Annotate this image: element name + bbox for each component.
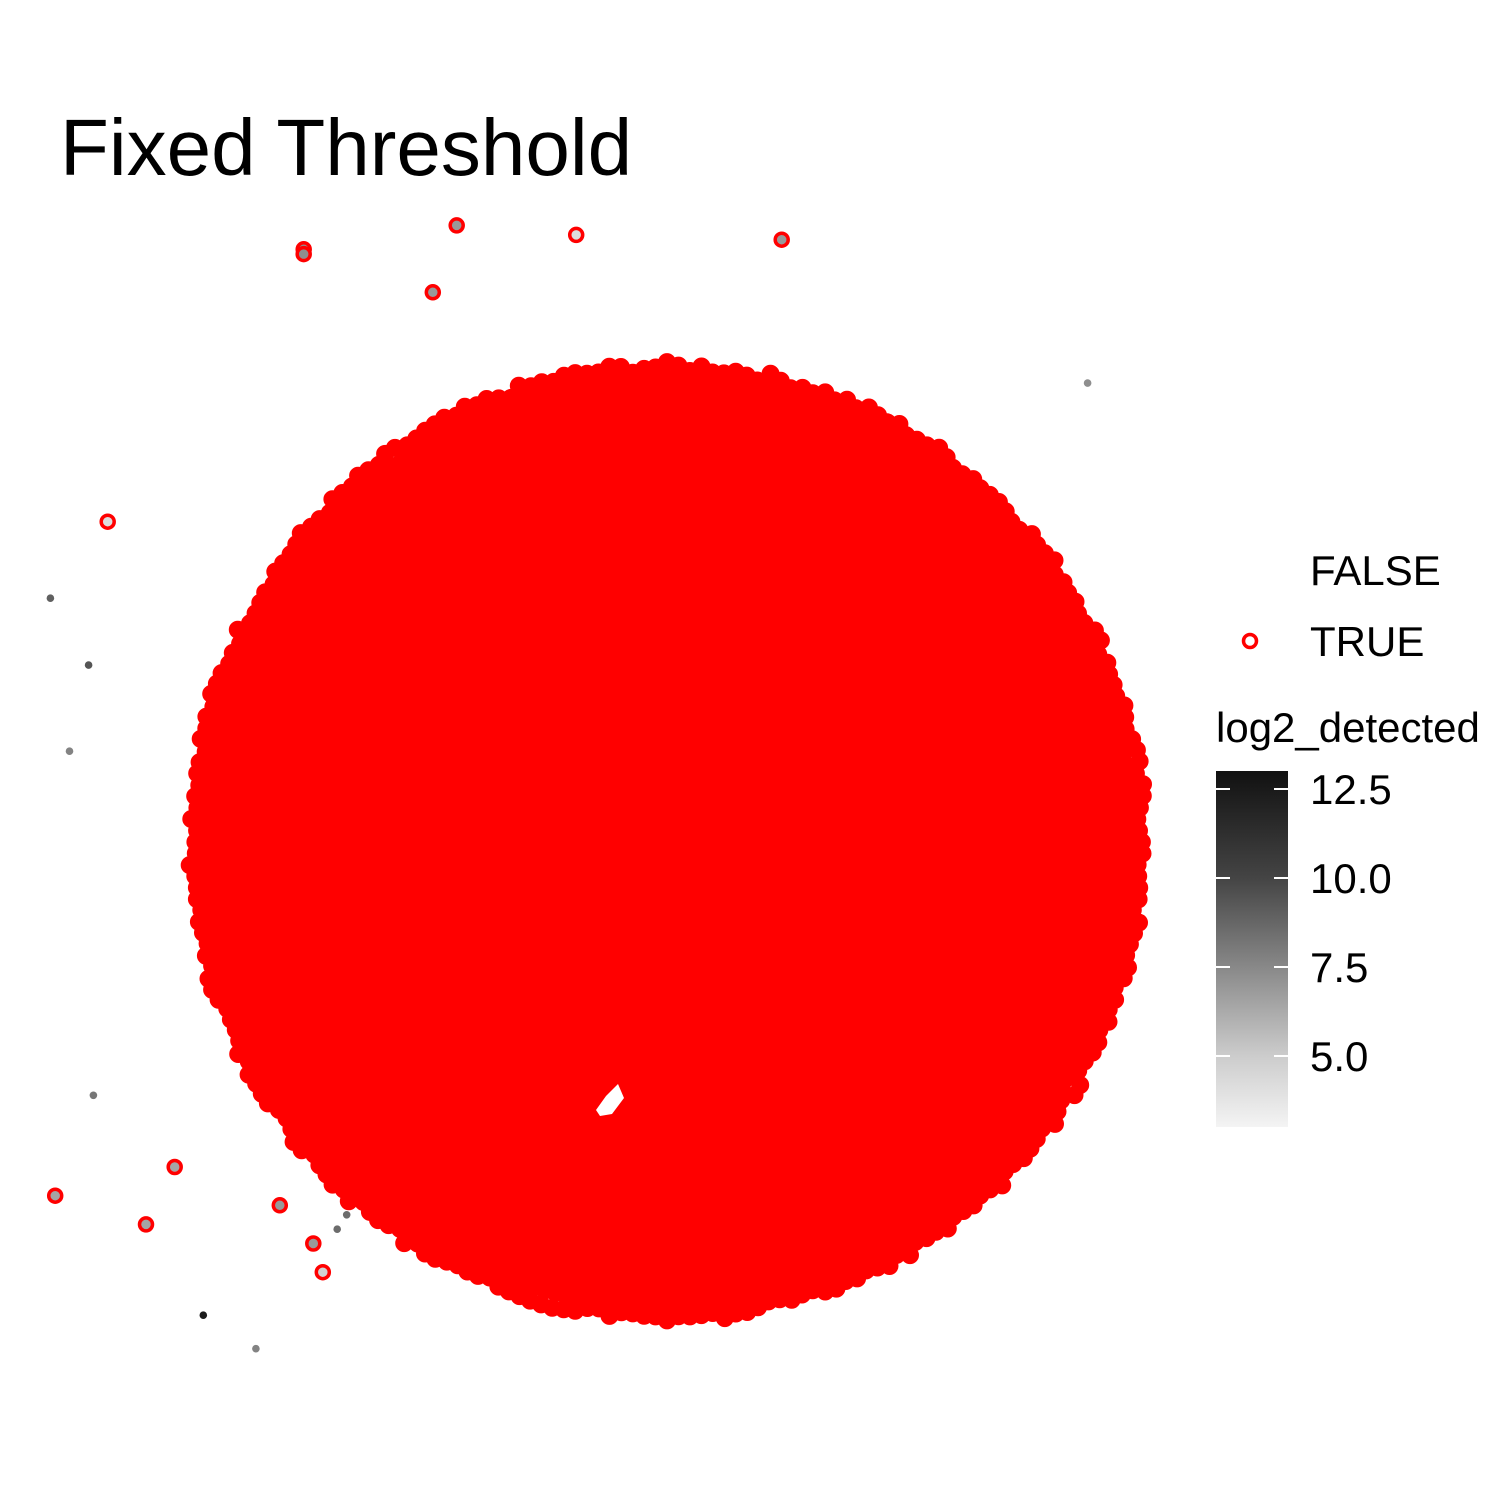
colorbar-tick-mark bbox=[1216, 876, 1230, 879]
outlier-point-false bbox=[89, 1091, 98, 1100]
outlier-point-true bbox=[295, 245, 312, 263]
legend-entry-false: FALSE bbox=[1310, 547, 1441, 594]
outlier-point-true bbox=[137, 1216, 155, 1233]
outlier-point-true bbox=[99, 513, 116, 530]
outlier-point-true bbox=[305, 1235, 322, 1252]
outlier-point-false bbox=[65, 747, 74, 755]
outlier-point-true bbox=[773, 231, 790, 248]
outlier-point-false bbox=[252, 1344, 260, 1353]
chart-title: Fixed Threshold bbox=[60, 103, 633, 192]
outlier-point-false bbox=[84, 661, 93, 669]
colorbar-tick-mark bbox=[1274, 1054, 1288, 1057]
outlier-point-true bbox=[46, 1187, 64, 1204]
colorbar-tick-mark bbox=[1274, 876, 1288, 879]
outlier-point-false bbox=[333, 1225, 342, 1233]
cluster-core bbox=[195, 370, 1139, 1314]
outlier-point-true bbox=[567, 226, 585, 244]
outlier-point-true bbox=[271, 1197, 289, 1214]
outlier-point-false bbox=[199, 1311, 208, 1319]
outlier-points bbox=[46, 217, 1092, 1353]
colorbar-tick-mark bbox=[1216, 787, 1230, 790]
outlier-point-false bbox=[1083, 379, 1092, 387]
main-cluster bbox=[180, 353, 1152, 1330]
outlier-point-false bbox=[342, 1211, 351, 1219]
cluster-edge-point bbox=[1130, 821, 1148, 840]
colorbar-tick-mark bbox=[1274, 787, 1288, 790]
colorbar-tick-label: 10.0 bbox=[1310, 854, 1392, 902]
colorbar-tick-label: 12.5 bbox=[1310, 765, 1392, 813]
legend-entry-true: TRUE bbox=[1310, 618, 1425, 665]
outlier-point-true bbox=[314, 1263, 332, 1281]
colorbar-tick-mark bbox=[1216, 965, 1230, 968]
outlier-point-true bbox=[448, 217, 465, 234]
outlier-point-false bbox=[46, 594, 55, 602]
colorbar-tick-label: 7.5 bbox=[1310, 943, 1369, 991]
colorbar-tick-mark bbox=[1274, 965, 1288, 968]
outlier-point-true bbox=[166, 1158, 183, 1176]
outlier-point-true bbox=[424, 284, 442, 301]
colorbar-tick-mark bbox=[1216, 1054, 1230, 1057]
colorbar-tick-label: 5.0 bbox=[1310, 1032, 1369, 1080]
colorbar-title: log2_detected bbox=[1216, 704, 1480, 751]
colorbar bbox=[1216, 771, 1288, 1127]
cluster-gap bbox=[596, 1084, 624, 1116]
legend-key-true-ring-icon bbox=[1241, 632, 1259, 650]
